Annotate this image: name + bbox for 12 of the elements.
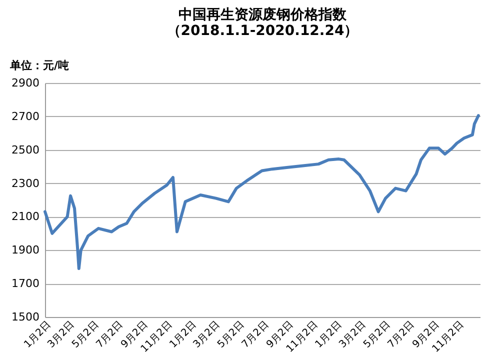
y-tick-label: 2100	[12, 210, 40, 224]
text: （2018.1.1-2020.12.24）	[166, 23, 358, 39]
y-tick-label: 1500	[12, 310, 40, 324]
y-tick-label: 2700	[12, 110, 40, 123]
line-series	[44, 114, 480, 270]
y-tick-label: 1700	[12, 277, 40, 290]
y-tick-label: 1900	[12, 244, 40, 257]
y-tick-label: 2300	[12, 176, 40, 190]
text: 中国再生资源废钢价格指数	[178, 7, 346, 23]
y-tick-label: 2500	[12, 143, 40, 156]
text: 单位：元/吨	[9, 59, 70, 72]
y-tick-label: 2900	[12, 76, 40, 90]
